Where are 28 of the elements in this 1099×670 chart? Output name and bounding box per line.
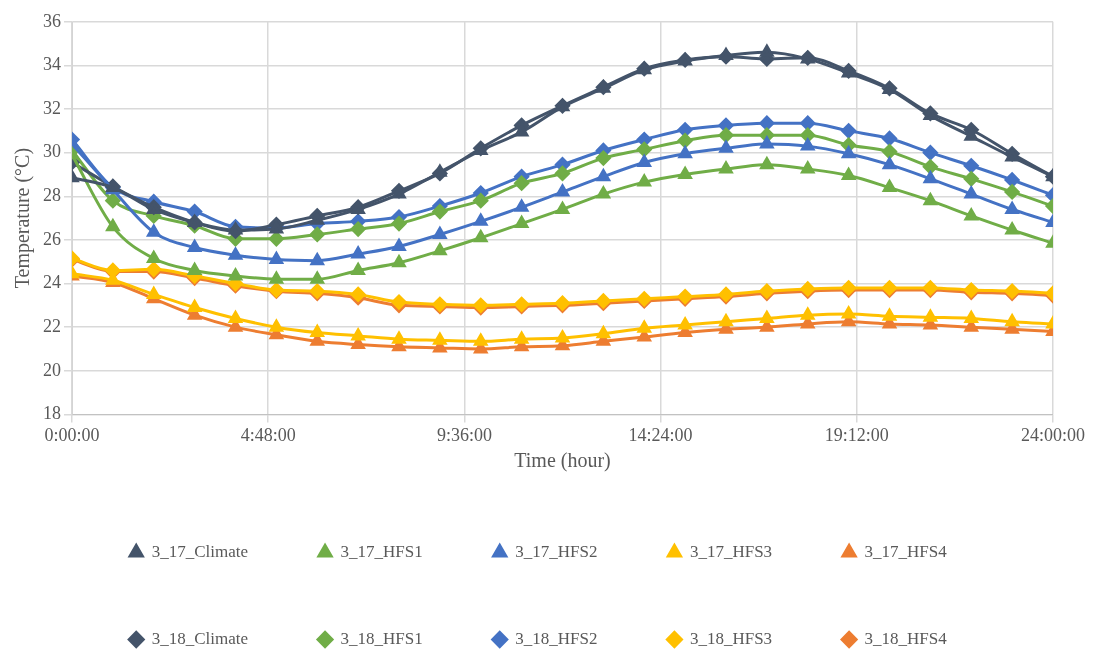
- legend-label: 3_17_HFS2: [515, 541, 598, 561]
- legend-label: 3_17_Climate: [151, 541, 249, 561]
- y-tick-label: 18: [43, 403, 61, 424]
- x-tick-label: 4:48:00: [240, 424, 296, 445]
- y-tick-label: 28: [43, 185, 61, 206]
- legend-label: 3_18_HFS2: [515, 628, 598, 648]
- x-tick-label: 19:12:00: [824, 424, 889, 445]
- x-tick-label: 24:00:00: [1020, 424, 1086, 445]
- legend-label: 3_18_HFS1: [340, 628, 423, 648]
- legend-label: 3_18_HFS3: [689, 628, 773, 648]
- y-tick-label: 32: [43, 97, 61, 118]
- y-tick-label: 26: [43, 228, 61, 249]
- y-tick-label: 22: [43, 315, 61, 336]
- y-tick-label: 34: [43, 54, 61, 75]
- y-axis-title: Temperature (°C): [11, 147, 35, 289]
- y-tick-label: 36: [43, 10, 61, 31]
- x-tick-label: 9:36:00: [436, 424, 492, 445]
- y-tick-label: 30: [43, 141, 61, 162]
- legend-label: 3_17_HFS3: [689, 541, 773, 561]
- x-tick-label: 0:00:00: [44, 424, 100, 445]
- x-axis-title: Time (hour): [514, 449, 611, 473]
- legend-label: 3_18_HFS4: [864, 628, 948, 648]
- y-tick-label: 24: [43, 272, 61, 293]
- legend-label: 3_17_HFS1: [340, 541, 423, 561]
- y-tick-label: 20: [43, 359, 61, 380]
- legend-label: 3_18_Climate: [151, 628, 249, 648]
- x-tick-label: 14:24:00: [628, 424, 693, 445]
- legend-label: 3_17_HFS4: [864, 541, 948, 561]
